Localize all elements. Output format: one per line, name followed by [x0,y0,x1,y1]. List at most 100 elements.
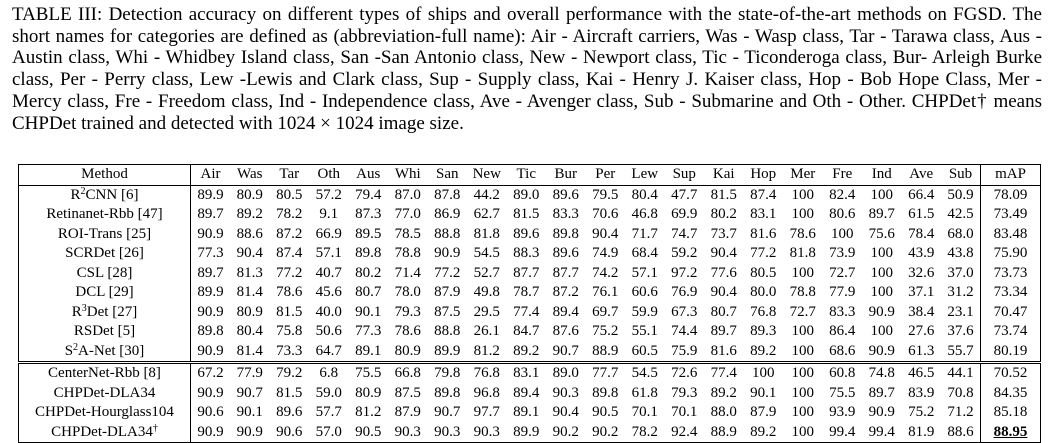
table-row: CHPDet-DLA34 90.9 90.7 81.5 59.0 80.9 87.5 89.8… [18,383,1041,403]
value-cell: 77.3 [355,323,382,340]
value-cell: 78.6 [276,284,303,301]
value-cell: 90.4 [710,284,737,301]
value-cell: 50.9 [947,186,974,203]
value-cell: 83.3 [552,206,579,223]
map-value: 73.74 [993,323,1028,340]
value-cell: 67.2 [190,361,230,384]
method-name: CNN [6] [85,186,139,203]
map-cell: 70.52 [980,361,1041,384]
value-cell: 73.3 [276,342,303,359]
method-superscript: 2 [73,341,79,353]
header-cell: Ave [901,164,941,186]
value-cell: 77.6 [710,264,737,281]
value-cell: 89.9 [513,423,540,440]
header-cell: Tic [506,164,546,186]
value-cell: 90.9 [197,225,224,242]
value-cell: 66.9 [315,225,342,242]
value-cell: 69.9 [671,206,698,223]
value-cell: 43.9 [908,245,935,262]
value-cell: 75.5 [348,361,388,384]
value-cell: 78.5 [394,225,421,242]
value-cell: 90.7 [434,404,461,421]
header-cell: Fre [822,164,862,186]
value-cell: 59.2 [671,245,698,262]
value-cell: 81.6 [750,225,777,242]
value-cell: 88.6 [236,225,263,242]
value-cell: 89.8 [355,245,382,262]
method-cell: CenterNet-Rbb [8] [18,361,191,384]
value-cell: 89.0 [513,186,540,203]
value-cell: 72.7 [829,264,856,281]
method-cell: S2A-Net [30] [18,341,191,363]
header-cell: Oth [309,164,349,186]
value-cell: 80.9 [236,186,263,203]
value-cell: 90.3 [394,423,421,440]
method-name: CHPDet-Hourglass104 [35,404,174,421]
value-cell: 89.2 [236,206,263,223]
value-cell: 96.8 [473,384,500,401]
value-cell: 38.4 [908,303,935,320]
table-row: CHPDet-Hourglass104 90.6 90.1 89.6 57.7 81.2 8… [18,403,1041,423]
value-cell: 89.7 [868,384,895,401]
value-cell: 6.8 [309,361,349,384]
value-cell: 77.9 [230,361,270,384]
value-cell: 81.8 [789,245,816,262]
value-cell: 70.6 [592,206,619,223]
map-value: 73.49 [993,206,1028,223]
value-cell: 89.2 [750,342,777,359]
method-cell: ROI-Trans [25] [18,224,191,244]
header-cell: Mer [783,164,823,186]
value-cell: 81.3 [236,264,263,281]
header-cell: Method [18,164,191,186]
value-cell: 27.6 [908,323,935,340]
value-cell: 80.7 [355,284,382,301]
value-cell: 93.9 [829,404,856,421]
value-cell: 80.4 [236,323,263,340]
map-value: 88.95 [993,423,1028,440]
value-cell: 88.9 [592,342,619,359]
header-cell: Hop [743,164,783,186]
value-cell: 87.9 [434,284,461,301]
value-cell: 81.6 [710,342,737,359]
value-cell: 90.9 [868,303,895,320]
method-cell: DCL [29] [18,283,191,303]
value-cell: 46.5 [901,361,941,384]
value-cell: 68.6 [829,342,856,359]
value-cell: 88.8 [434,225,461,242]
header-cell: Sub [941,164,981,186]
map-cell: 80.19 [980,341,1041,363]
value-cell: 80.2 [710,206,737,223]
method-name: CSL [28] [76,264,133,281]
value-cell: 89.8 [592,384,619,401]
value-cell: 100 [791,186,815,203]
value-cell: 81.5 [513,206,540,223]
value-cell: 89.9 [434,342,461,359]
value-cell: 57.1 [631,264,658,281]
value-cell: 81.5 [276,384,303,401]
value-cell: 78.2 [276,206,303,223]
value-cell: 90.5 [355,423,382,440]
value-cell: 100 [783,361,823,384]
value-cell: 100 [870,284,894,301]
value-cell: 87.9 [750,404,777,421]
value-cell: 54.5 [473,245,500,262]
value-cell: 77.2 [434,264,461,281]
value-cell: 89.5 [355,225,382,242]
value-cell: 87.7 [552,264,579,281]
value-cell: 81.4 [236,342,263,359]
value-cell: 89.6 [276,404,303,421]
value-cell: 80.5 [750,264,777,281]
value-cell: 67.3 [671,303,698,320]
value-cell: 45.6 [315,284,342,301]
value-cell: 77.0 [394,206,421,223]
value-cell: 77.7 [585,361,625,384]
method-cell: CSL [28] [18,263,191,283]
value-cell: 89.7 [710,323,737,340]
value-cell: 87.2 [276,225,303,242]
value-cell: 81.5 [276,303,303,320]
value-cell: 79.4 [355,186,382,203]
value-cell: 89.4 [552,303,579,320]
value-cell: 83.1 [506,361,546,384]
value-cell: 50.6 [315,323,342,340]
